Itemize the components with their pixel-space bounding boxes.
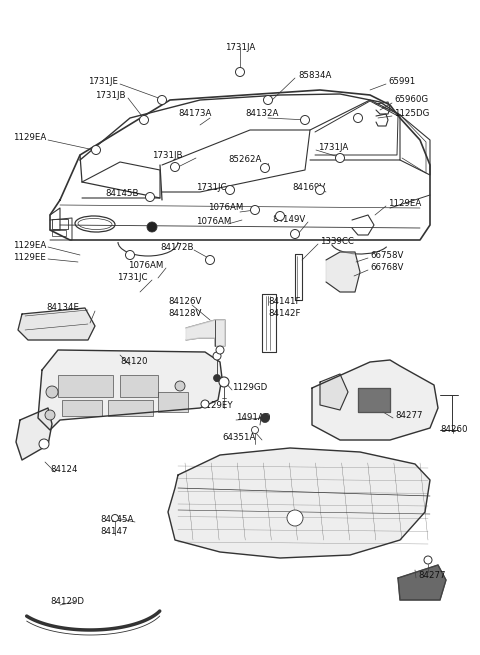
Text: 1731JE: 1731JE [88,77,118,86]
Text: 1129GD: 1129GD [232,383,267,392]
Polygon shape [16,408,52,460]
Polygon shape [168,448,430,558]
Circle shape [226,185,235,195]
Text: 66768V: 66768V [370,263,403,272]
Circle shape [214,375,220,381]
Polygon shape [38,350,222,430]
Text: 85262A: 85262A [228,155,262,164]
Text: 84145A: 84145A [100,515,133,525]
Circle shape [125,250,134,259]
Circle shape [175,381,185,391]
Text: 84145B: 84145B [105,189,139,198]
Text: 1129EE: 1129EE [13,252,46,261]
Circle shape [219,377,229,387]
Text: 84277: 84277 [418,572,445,580]
Circle shape [145,193,155,202]
Text: 1076AM: 1076AM [208,204,243,212]
Text: 1129EY: 1129EY [200,400,233,409]
Text: 1125DG: 1125DG [394,109,430,117]
Circle shape [353,113,362,122]
Bar [158,392,188,412]
Circle shape [290,229,300,238]
Circle shape [315,185,324,195]
Text: 1129EA: 1129EA [13,240,46,250]
Circle shape [251,206,260,214]
Circle shape [276,212,285,221]
Circle shape [236,67,244,77]
Text: 65960G: 65960G [394,96,428,105]
Circle shape [201,400,209,408]
Polygon shape [320,374,348,410]
Circle shape [170,162,180,172]
Text: 84149V: 84149V [272,214,305,223]
Text: 1731JC: 1731JC [117,274,147,282]
Circle shape [157,96,167,105]
Polygon shape [186,320,225,346]
Circle shape [216,346,224,354]
Text: 1491AD: 1491AD [236,413,270,422]
Bar [108,400,153,416]
Circle shape [45,410,55,420]
Polygon shape [326,252,360,292]
Circle shape [336,153,345,162]
Text: 1129EA: 1129EA [13,134,46,143]
Text: 84126V: 84126V [168,297,202,307]
Text: 84260: 84260 [440,426,468,434]
Bar [58,375,113,397]
Polygon shape [398,565,446,600]
Circle shape [205,255,215,265]
Text: 1076AM: 1076AM [128,261,163,269]
Text: 64351A: 64351A [222,432,255,441]
Circle shape [300,115,310,124]
Circle shape [147,222,157,232]
Text: 84173A: 84173A [178,109,211,117]
Text: 84134E: 84134E [46,303,79,312]
Circle shape [39,439,49,449]
Text: 84147: 84147 [100,527,128,536]
Polygon shape [18,308,95,340]
Text: 84129D: 84129D [50,597,84,607]
Circle shape [213,352,221,360]
Text: 1731JB: 1731JB [152,151,182,160]
Circle shape [264,96,273,105]
Text: 84124: 84124 [50,466,77,474]
Polygon shape [312,360,438,440]
Circle shape [287,510,303,526]
Polygon shape [358,388,390,412]
Circle shape [92,145,100,155]
Text: 84172B: 84172B [160,242,193,252]
Text: 1731JA: 1731JA [225,43,255,52]
Bar [120,375,158,397]
Text: 84128V: 84128V [168,309,202,318]
Bar [62,400,102,416]
Text: 84141F: 84141F [268,297,300,307]
Text: 84277: 84277 [395,411,422,419]
Circle shape [261,164,269,172]
Text: 1731JB: 1731JB [96,92,126,100]
Text: 1731JC: 1731JC [196,183,227,193]
Text: 84169V: 84169V [292,183,325,193]
Circle shape [261,413,269,422]
Text: 85834A: 85834A [298,71,331,79]
Text: 84142F: 84142F [268,309,300,318]
Text: 84132A: 84132A [245,109,278,117]
Text: 65991: 65991 [388,77,415,86]
Text: 1339CC: 1339CC [320,238,354,246]
Text: 66758V: 66758V [370,252,403,261]
Text: 84120: 84120 [120,358,147,367]
Text: 1076AM: 1076AM [196,217,231,225]
Circle shape [46,386,58,398]
Circle shape [140,115,148,124]
Circle shape [424,556,432,564]
Text: 1129EA: 1129EA [388,200,421,208]
Circle shape [252,426,259,434]
Text: 1731JA: 1731JA [318,143,348,153]
Circle shape [111,514,119,521]
